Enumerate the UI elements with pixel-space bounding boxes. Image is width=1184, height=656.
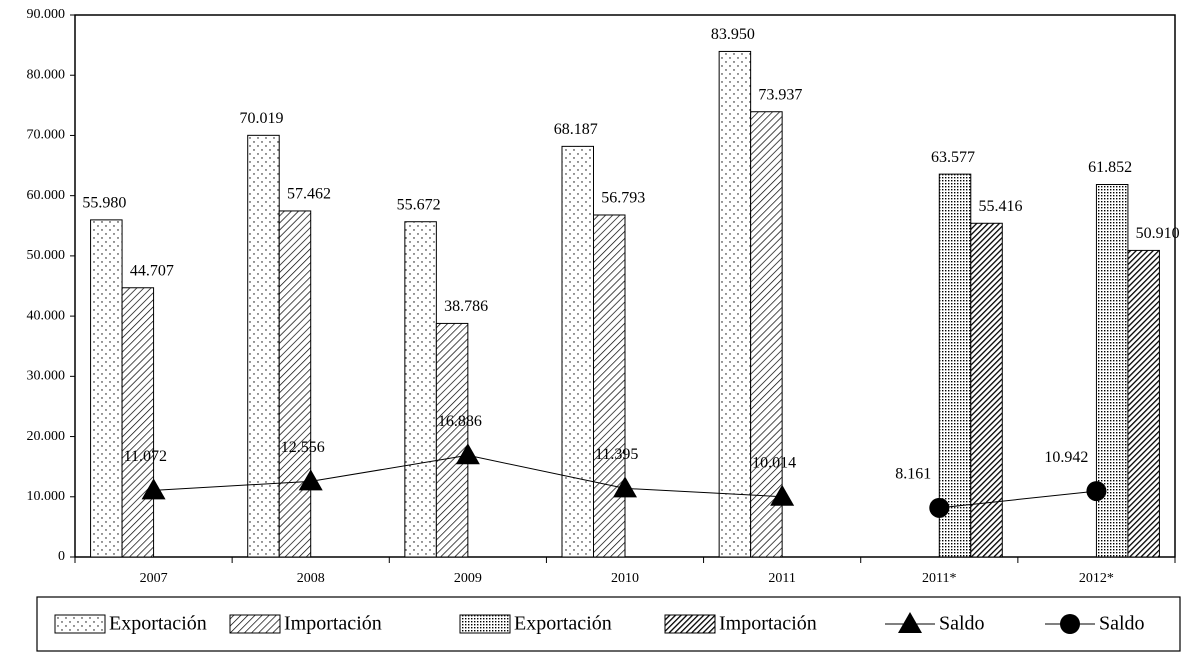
legend-box xyxy=(36,596,1181,652)
x-tick-label: 2012* xyxy=(1079,571,1114,586)
marker xyxy=(613,476,637,498)
legend-label: Exportación xyxy=(109,613,207,635)
bar xyxy=(90,219,123,558)
x-tick-label: 2011 xyxy=(768,571,795,586)
marker xyxy=(455,443,480,465)
data-label: 61.852 xyxy=(1088,159,1132,176)
data-label: 55.980 xyxy=(82,195,126,212)
legend-label: Exportación xyxy=(514,613,612,635)
data-label: 10.942 xyxy=(1044,449,1088,466)
data-label: 83.950 xyxy=(711,26,755,43)
data-label: 56.793 xyxy=(601,190,645,207)
legend-swatch xyxy=(664,614,716,634)
marker xyxy=(770,484,795,506)
y-tick-label: 80.000 xyxy=(27,67,66,82)
data-label: 73.937 xyxy=(758,86,802,103)
data-label: 16.886 xyxy=(438,413,482,430)
marker xyxy=(1060,614,1080,634)
data-label: 11.072 xyxy=(124,448,167,465)
data-label: 11.395 xyxy=(595,446,638,463)
x-tick-label: 2008 xyxy=(297,571,325,586)
legend-label: Importación xyxy=(284,613,382,635)
x-tick-label: 2010 xyxy=(611,571,639,586)
line xyxy=(939,490,1097,509)
y-tick-label: 90.000 xyxy=(27,7,66,22)
y-tick-label: 10.000 xyxy=(27,489,66,504)
data-label: 44.707 xyxy=(130,262,174,279)
y-tick-label: 0 xyxy=(58,549,65,564)
bar xyxy=(435,322,469,558)
bar xyxy=(750,111,783,558)
x-tick-label: 2009 xyxy=(454,571,482,586)
marker xyxy=(898,612,922,633)
data-label: 68.187 xyxy=(554,121,598,138)
data-label: 63.577 xyxy=(931,149,975,166)
bar xyxy=(278,210,312,558)
data-label: 12.556 xyxy=(281,439,325,456)
bar xyxy=(121,287,155,558)
bar xyxy=(938,173,972,558)
marker xyxy=(298,469,323,491)
bar xyxy=(404,221,437,558)
bar xyxy=(1095,184,1129,558)
bar xyxy=(970,222,1003,558)
y-tick-label: 20.000 xyxy=(27,429,66,444)
data-label: 38.786 xyxy=(444,298,488,315)
data-label: 10.014 xyxy=(752,454,796,471)
legend-label: Importación xyxy=(719,613,817,635)
x-tick-label: 2011* xyxy=(922,571,956,586)
bar xyxy=(247,134,280,558)
data-label: 55.672 xyxy=(397,196,441,213)
data-label: 8.161 xyxy=(895,466,931,483)
data-label: 70.019 xyxy=(239,110,283,127)
data-label: 55.416 xyxy=(979,198,1023,215)
marker xyxy=(141,478,166,500)
legend-label: Saldo xyxy=(939,613,985,635)
y-tick-label: 30.000 xyxy=(27,369,66,384)
data-label: 50.910 xyxy=(1136,225,1180,242)
y-tick-label: 50.000 xyxy=(27,248,66,263)
y-tick-label: 70.000 xyxy=(27,128,66,143)
y-tick-label: 60.000 xyxy=(27,188,66,203)
bar xyxy=(593,214,626,558)
legend-label: Saldo xyxy=(1099,613,1145,635)
bar xyxy=(1127,249,1160,558)
bar xyxy=(718,50,752,558)
x-tick-label: 2007 xyxy=(140,571,168,586)
legend-swatch xyxy=(229,614,281,634)
marker xyxy=(929,497,950,518)
data-label: 57.462 xyxy=(287,186,331,203)
bar xyxy=(561,145,594,558)
legend-swatch xyxy=(459,614,511,634)
y-tick-label: 40.000 xyxy=(27,308,66,323)
legend-swatch xyxy=(54,614,106,634)
marker xyxy=(1086,481,1107,502)
